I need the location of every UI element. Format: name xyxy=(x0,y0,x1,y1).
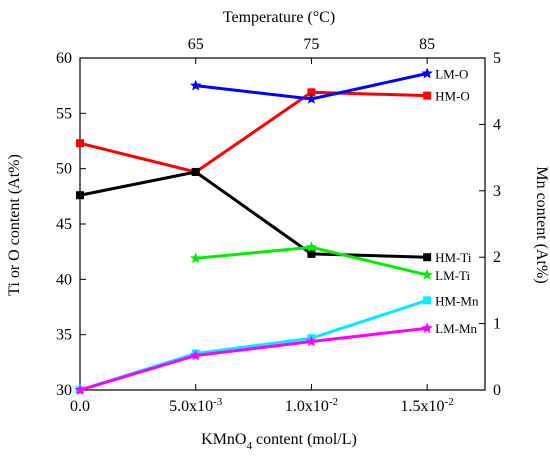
data-point-hm-ti xyxy=(191,167,200,176)
x-bottom-tick-label: 5.0x10-3 xyxy=(169,396,223,415)
series-labels: HM-O LM-O HM-Ti LM-Ti HM-Mn LM-Mn xyxy=(435,66,479,336)
y-right-tick-label: 5 xyxy=(493,50,501,67)
data-point-hm-ti xyxy=(423,253,432,262)
series-lm-o xyxy=(190,67,433,104)
series-hm-ti xyxy=(76,167,432,262)
y-right-tick-label: 0 xyxy=(493,382,501,399)
y-right-tick-label: 1 xyxy=(493,316,501,333)
data-point-lm-ti xyxy=(190,252,202,264)
series-label-lm-o: LM-O xyxy=(435,66,468,81)
data-point-hm-mn xyxy=(423,296,432,305)
data-point-lm-o xyxy=(421,67,433,79)
x-bottom-tick-mantissa: 1.5x10 xyxy=(401,398,445,415)
data-point-lm-o xyxy=(305,92,318,104)
series-label-lm-mn: LM-Mn xyxy=(435,321,477,336)
series-line-hm-ti xyxy=(79,170,428,259)
data-point-hm-o xyxy=(76,139,84,148)
x-top-tick-label: 75 xyxy=(303,36,319,53)
data-point-hm-ti xyxy=(307,249,316,258)
x-bottom-tick-exponent: -2 xyxy=(445,396,454,408)
data-point-lm-ti xyxy=(305,241,318,253)
left-axis-title: Ti or O content (At%) xyxy=(6,154,23,296)
data-point-lm-mn xyxy=(74,384,86,395)
series-lm-ti xyxy=(190,241,433,280)
y-left-tick-label: 30 xyxy=(56,382,72,399)
x-bottom-tick-label: 1.5x10-2 xyxy=(401,396,454,415)
series-hm-mn xyxy=(76,296,432,394)
series-layer xyxy=(74,67,433,395)
data-point-lm-mn xyxy=(305,335,318,347)
data-point-hm-o xyxy=(423,91,432,100)
right-axis-title: Mn content (At%) xyxy=(533,166,550,283)
series-label-hm-mn: HM-Mn xyxy=(435,293,479,308)
data-point-lm-ti xyxy=(421,268,433,280)
x-bottom-tick-label: 1.0x10-2 xyxy=(285,396,338,415)
y-left-tick-label: 60 xyxy=(56,50,72,67)
data-point-lm-mn xyxy=(421,322,433,334)
series-line-hm-o xyxy=(79,90,428,174)
series-label-lm-ti: LM-Ti xyxy=(435,268,470,283)
x-bottom-tick-exponent: -3 xyxy=(213,396,223,408)
series-line-hm-mn xyxy=(79,298,428,392)
top-axis-title: Temperature (°C) xyxy=(223,9,335,26)
y-right-tick-label: 4 xyxy=(493,116,501,133)
series-label-hm-ti: HM-Ti xyxy=(435,250,472,265)
y-right-tick-label: 3 xyxy=(493,183,501,200)
series-lm-mn xyxy=(74,322,433,395)
data-point-hm-ti xyxy=(76,191,84,200)
plot-area-border xyxy=(79,57,486,391)
y-left-tick-label: 45 xyxy=(56,216,72,233)
data-point-lm-o xyxy=(190,79,202,91)
data-point-lm-mn xyxy=(190,349,202,361)
data-point-hm-o xyxy=(307,88,316,97)
plot-frame xyxy=(79,57,486,391)
series-label-hm-o: HM-O xyxy=(435,89,470,104)
x-bottom-tick-mantissa: 5.0x10 xyxy=(169,398,213,415)
bottom-axis-title-subscript: 4 xyxy=(246,440,252,452)
y-left-tick-label: 40 xyxy=(56,271,72,288)
x-bottom-tick-exponent: -2 xyxy=(329,396,338,408)
axis-ticks: 0.0 5.0x10-3 1.0x10-2 1.5x10-265 75 853035404… xyxy=(56,36,501,415)
y-left-tick-label: 55 xyxy=(56,105,72,122)
bottom-axis-title: KMnO4 content (mol/L) xyxy=(201,431,357,452)
bottom-axis-title-suffix: content (mol/L) xyxy=(252,431,357,448)
x-bottom-tick-label: 0.0 xyxy=(70,398,90,415)
y-left-tick-label: 35 xyxy=(56,327,72,344)
x-top-tick-label: 85 xyxy=(419,36,435,53)
y-right-tick-label: 2 xyxy=(493,249,501,266)
x-bottom-tick-mantissa: 0.0 xyxy=(70,398,90,415)
x-bottom-tick-mantissa: 1.0x10 xyxy=(285,398,329,415)
y-left-tick-label: 50 xyxy=(56,161,72,178)
bottom-axis-title-prefix: KMnO xyxy=(201,431,246,448)
series-hm-o xyxy=(76,88,432,176)
series-line-lm-mn xyxy=(79,326,428,392)
x-top-tick-label: 65 xyxy=(188,36,204,53)
